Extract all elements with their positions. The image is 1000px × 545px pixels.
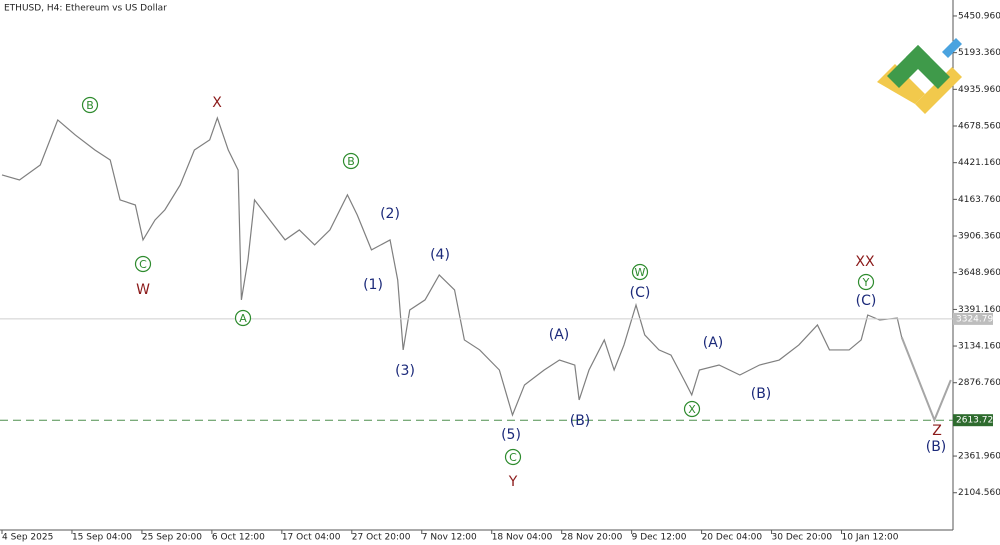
wave-circle <box>857 273 875 291</box>
x-tick-label: 15 Sep 04:00 <box>72 533 132 543</box>
wave-label: C <box>139 258 147 271</box>
y-tick-label: 4678.560 <box>958 122 1000 132</box>
wave-label: X <box>212 95 222 111</box>
wave-label: Y <box>862 276 870 289</box>
wave-circle <box>234 309 252 327</box>
x-tick-label: 4 Sep 2025 <box>2 533 53 543</box>
x-tick-label: 10 Jan 12:00 <box>842 533 899 543</box>
wave-label: (C) <box>856 293 877 309</box>
y-tick-label: 2876.760 <box>958 378 1000 388</box>
wave-label: (5) <box>501 427 521 443</box>
logo <box>877 38 962 114</box>
wave-label: (B) <box>570 413 591 429</box>
wave-label: A <box>239 312 247 325</box>
level-label: 2613.725 <box>956 416 999 426</box>
y-tick-label: 3391.160 <box>958 305 1000 315</box>
wave-circle <box>81 96 99 114</box>
price-line <box>900 336 952 423</box>
y-tick-label: 5193.360 <box>958 48 1000 58</box>
chart-title: ETHUSD, H4: Ethereum vs US Dollar <box>4 4 167 14</box>
y-tick-label: 2104.560 <box>958 488 1000 498</box>
wave-circle <box>683 400 701 418</box>
wave-label: B <box>347 155 355 168</box>
wave-label: B <box>86 99 94 112</box>
wave-circle <box>342 152 360 170</box>
wave-label: XX <box>855 254 875 270</box>
wave-label: (B) <box>926 439 947 455</box>
wave-circle <box>631 263 649 281</box>
wave-label: W <box>635 266 646 279</box>
x-tick-label: 9 Dec 12:00 <box>632 533 687 543</box>
wave-label: C <box>509 451 517 464</box>
wave-label: (C) <box>630 285 651 301</box>
wave-label: W <box>136 282 150 298</box>
x-tick-label: 17 Oct 04:00 <box>282 533 341 543</box>
y-tick-label: 3134.160 <box>958 342 1000 352</box>
y-tick-label: 2361.960 <box>958 452 1000 462</box>
y-tick-label: 4935.960 <box>958 85 1000 95</box>
x-tick-label: 6 Oct 12:00 <box>212 533 265 543</box>
wave-label: (A) <box>549 327 570 343</box>
x-tick-label: 30 Dec 20:00 <box>772 533 833 543</box>
wave-label: (4) <box>430 247 450 263</box>
y-tick-label: 4163.760 <box>958 195 1000 205</box>
wave-circle <box>504 448 522 466</box>
wave-label: Y <box>508 474 518 490</box>
price-line <box>1 116 903 417</box>
wave-label: (B) <box>751 386 772 402</box>
wave-label: X <box>688 403 696 416</box>
y-tick-label: 4421.160 <box>958 158 1000 168</box>
x-tick-label: 18 Nov 04:00 <box>492 533 553 543</box>
y-tick-label: 5450.960 <box>958 11 1000 21</box>
wave-circle <box>134 255 152 273</box>
wave-label: Z <box>932 423 942 439</box>
wave-label: (1) <box>363 277 383 293</box>
level-box <box>953 414 993 427</box>
y-tick-label: 3648.960 <box>958 268 1000 278</box>
x-tick-label: 28 Nov 20:00 <box>562 533 623 543</box>
x-tick-label: 20 Dec 04:00 <box>702 533 763 543</box>
y-tick-label: 3906.360 <box>958 232 1000 242</box>
wave-label: (3) <box>395 363 415 379</box>
x-tick-label: 25 Sep 20:00 <box>142 533 202 543</box>
wave-label: (A) <box>703 335 724 351</box>
wave-label: (2) <box>380 206 400 222</box>
level-box <box>953 312 993 325</box>
x-tick-label: 7 Nov 12:00 <box>422 533 477 543</box>
level-label: 3324.799 <box>956 314 999 324</box>
x-tick-label: 27 Oct 20:00 <box>352 533 411 543</box>
